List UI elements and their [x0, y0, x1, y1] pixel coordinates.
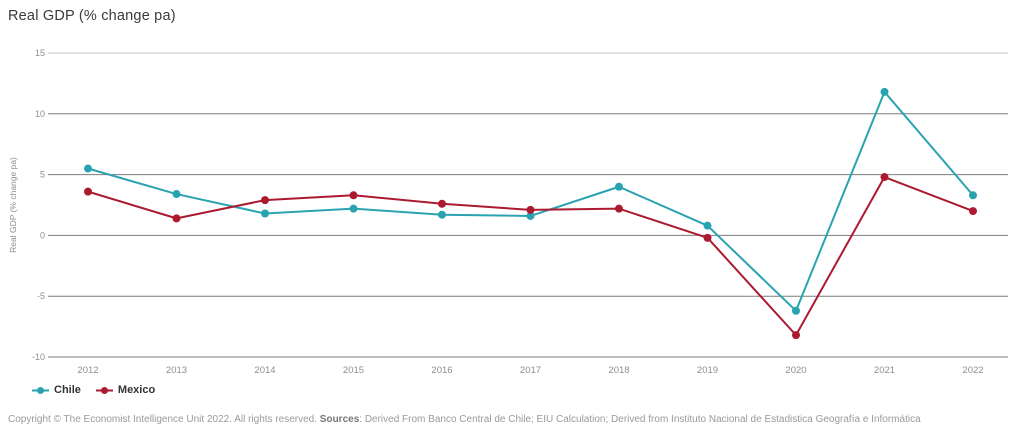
data-point-mexico-2017[interactable]	[526, 205, 535, 214]
series-line-chile[interactable]	[87, 90, 974, 312]
data-point-chile-2021[interactable]	[880, 87, 889, 96]
y-tick-label-5: 5	[40, 170, 45, 180]
data-point-chile-2015[interactable]	[349, 204, 358, 213]
data-point-mexico-2014[interactable]	[261, 196, 269, 205]
data-point-mexico-2020[interactable]	[792, 331, 800, 340]
x-tick-label-2017: 2017	[520, 365, 541, 376]
data-point-mexico-2015[interactable]	[349, 191, 358, 200]
legend-label: Mexico	[117, 384, 156, 396]
legend-label: Chile	[54, 384, 81, 396]
data-point-mexico-2012[interactable]	[84, 187, 92, 196]
sources-text: : Derived From Banco Central de Chile; E…	[359, 414, 921, 425]
legend-item-mexico[interactable]: Mexico	[95, 384, 156, 396]
data-point-mexico-2016[interactable]	[438, 199, 446, 208]
data-point-chile-2017[interactable]	[526, 211, 535, 220]
copyright-text: Copyright © The Economist Intelligence U…	[8, 414, 320, 425]
y-tick-label-15: 15	[35, 48, 45, 58]
y-axis-title: Real GDP (% change pa)	[8, 157, 18, 253]
sources-label: Sources	[319, 414, 360, 425]
data-point-mexico-2022[interactable]	[969, 207, 977, 216]
data-point-mexico-2013[interactable]	[172, 214, 181, 223]
footer-note: Copyright © The Economist Intelligence U…	[8, 414, 1016, 425]
chart-canvas: 15 10 5 0 -5 -10 Real GDP (% change pa) 2012 201…	[8, 48, 1008, 376]
x-tick-label-2022: 2022	[962, 365, 983, 376]
data-point-chile-2018[interactable]	[615, 182, 623, 191]
chart-legend: Chile Mexico	[32, 384, 155, 396]
data-point-chile-2013[interactable]	[172, 190, 181, 199]
x-tick-label-2018: 2018	[608, 365, 629, 376]
y-tick-label--10: -10	[32, 352, 45, 362]
y-tick-label-10: 10	[35, 109, 45, 119]
data-point-chile-2016[interactable]	[438, 210, 446, 219]
data-point-chile-2012[interactable]	[84, 164, 92, 173]
x-tick-label-2019: 2019	[697, 365, 718, 376]
y-tick-label-0: 0	[40, 230, 45, 240]
x-tick-label-2013: 2013	[166, 365, 187, 376]
data-point-mexico-2019[interactable]	[703, 233, 712, 242]
chart-title: Real GDP (% change pa)	[8, 8, 176, 24]
x-tick-label-2014: 2014	[254, 365, 275, 376]
x-tick-label-2021: 2021	[874, 365, 895, 376]
data-point-mexico-2018[interactable]	[615, 204, 623, 213]
x-tick-label-2020: 2020	[785, 365, 806, 376]
data-point-chile-2020[interactable]	[792, 306, 800, 315]
y-tick-label--5: -5	[37, 291, 45, 301]
data-point-chile-2019[interactable]	[703, 221, 712, 230]
legend-marker-icon	[32, 386, 49, 394]
x-tick-label-2015: 2015	[343, 365, 364, 376]
legend-item-chile[interactable]: Chile	[32, 384, 81, 396]
data-point-chile-2014[interactable]	[261, 209, 269, 218]
x-tick-label-2016: 2016	[431, 365, 452, 376]
data-point-mexico-2021[interactable]	[880, 173, 889, 182]
data-point-chile-2022[interactable]	[969, 191, 977, 200]
x-tick-label-2012: 2012	[77, 365, 98, 376]
legend-marker-icon	[95, 386, 113, 394]
